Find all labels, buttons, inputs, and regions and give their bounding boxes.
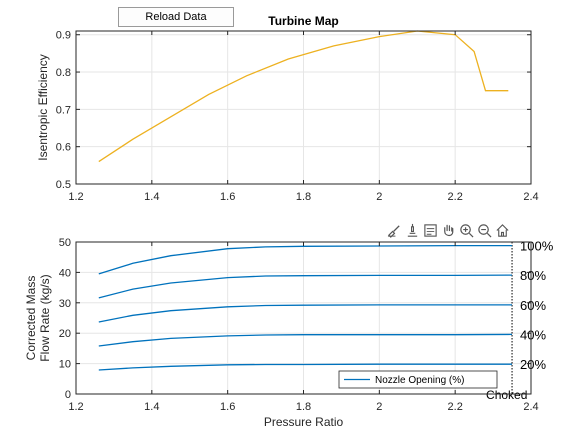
- series-line: [98, 244, 512, 275]
- y-tick-label: 20: [59, 328, 71, 340]
- x-tick-label: 1.2: [68, 191, 83, 203]
- y-tick-label: 0: [65, 389, 71, 401]
- efficiency-chart: 1.2 1.4 1.6 1.8 2 2.2 2.4 0.5 0.6 0.7 0.8 0.9 Turbin…: [36, 14, 539, 203]
- y-tick-label: 0.9: [56, 30, 71, 42]
- series-label: 60%: [520, 298, 546, 313]
- pan-hand-icon[interactable]: [441, 223, 456, 238]
- y-axis-label: Corrected Mass: [24, 276, 38, 361]
- home-icon[interactable]: [495, 223, 510, 238]
- axes-toolbar: [387, 221, 510, 239]
- reload-data-button[interactable]: Reload Data: [118, 7, 234, 27]
- series-label: 100%: [520, 239, 554, 254]
- x-tick-label: 2: [376, 401, 382, 413]
- zoom-in-icon[interactable]: [459, 223, 474, 238]
- series-line: [98, 274, 513, 299]
- x-axis-label: Pressure Ratio: [264, 415, 344, 429]
- y-tick-label: 0.8: [56, 67, 71, 79]
- y-tick-label: 40: [59, 267, 71, 279]
- series-line: [98, 333, 513, 347]
- y-tick-label: 30: [59, 298, 71, 310]
- y-tick-label: 0.5: [56, 179, 71, 191]
- y-axis-label: Flow Rate (kg/s): [38, 274, 52, 361]
- x-tick-label: 1.8: [296, 191, 311, 203]
- chart-title: Turbine Map: [268, 14, 338, 28]
- series-line: [98, 30, 509, 163]
- y-tick-label: 0.6: [56, 142, 71, 154]
- legend: Nozzle Opening (%): [338, 370, 498, 389]
- legend-box: [338, 370, 498, 389]
- x-tick-label: 1.6: [220, 191, 235, 203]
- x-tick-label: 2: [376, 191, 382, 203]
- y-tick-label: 50: [59, 237, 71, 249]
- series-line: [98, 363, 512, 371]
- series-label: 20%: [520, 357, 546, 372]
- choked-label: Choked: [486, 388, 527, 402]
- series-label: 40%: [520, 327, 546, 342]
- legend-entry: Nozzle Opening (%): [375, 375, 464, 386]
- x-tick-label: 1.2: [68, 401, 83, 413]
- x-tick-label: 1.4: [144, 401, 159, 413]
- x-tick-label: 1.8: [296, 401, 311, 413]
- flow-chart: Choked 100% 80% 60% 40% 20% 1.2 1.4 1.6 1.8 2 2.2 2.…: [24, 237, 554, 429]
- data-tips-icon[interactable]: [405, 223, 420, 238]
- export-icon[interactable]: [423, 223, 438, 238]
- brush-icon[interactable]: [387, 223, 402, 238]
- x-tick-label: 2.4: [523, 401, 538, 413]
- x-tick-label: 2.2: [448, 401, 463, 413]
- y-tick-label: 0.7: [56, 104, 71, 116]
- x-tick-label: 1.6: [220, 401, 235, 413]
- y-axis-label: Isentropic Efficiency: [36, 54, 50, 161]
- x-tick-label: 2.4: [523, 191, 538, 203]
- x-tick-label: 2.2: [448, 191, 463, 203]
- series-line: [98, 304, 512, 323]
- zoom-out-icon[interactable]: [477, 223, 492, 238]
- series-label: 80%: [520, 268, 546, 283]
- x-tick-label: 1.4: [144, 191, 159, 203]
- y-tick-label: 10: [59, 359, 71, 371]
